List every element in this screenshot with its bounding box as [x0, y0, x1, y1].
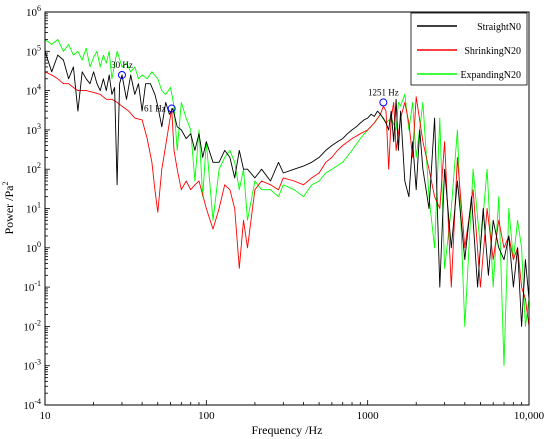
annotation-label: 30 Hz — [111, 60, 133, 70]
x-tick-label: 10,000 — [514, 410, 545, 422]
legend-label: ShrinkingN20 — [464, 46, 521, 57]
y-tick-exponent: -1 — [34, 279, 41, 288]
legend: StraightN0 ShrinkingN20 ExpandingN20 — [410, 12, 528, 86]
y-tick-label: 10-1 — [23, 279, 41, 294]
y-tick-base: 10 — [26, 204, 38, 216]
legend-label: ExpandingN20 — [460, 70, 521, 81]
y-tick-exponent: 5 — [37, 43, 41, 52]
y-tick-base: 10 — [26, 164, 38, 176]
x-tick-label: 100 — [198, 410, 215, 422]
annotation-marker — [167, 104, 176, 113]
y-tick-exponent: 1 — [37, 201, 41, 210]
annotation-label: 61 Hz — [144, 104, 166, 114]
y-axis-label: Power /Pa2 — [1, 182, 16, 235]
y-axis-label-text: Power /Pa — [2, 185, 16, 235]
y-tick-exponent: 2 — [37, 161, 41, 170]
y-tick-exponent: 0 — [37, 240, 41, 249]
y-tick-base: 10 — [26, 46, 38, 58]
y-tick-exponent: 4 — [37, 83, 41, 92]
annotation-marker — [117, 70, 126, 79]
legend-box — [410, 12, 528, 86]
legend-label: StraightN0 — [477, 22, 521, 33]
x-axis-label: Frequency /Hz — [252, 423, 323, 437]
y-tick-exponent: 3 — [37, 122, 41, 131]
y-tick-base: 10 — [23, 282, 35, 294]
y-tick-base: 10 — [26, 243, 38, 255]
x-tick-label: 10 — [40, 410, 52, 422]
x-tick-label: 1000 — [357, 410, 380, 422]
y-tick-label: 10-3 — [23, 358, 41, 373]
annotation-marker — [379, 98, 388, 107]
y-tick-exponent: -4 — [34, 397, 41, 406]
legend-entry-expandingn20: ExpandingN20 — [417, 70, 521, 81]
series-line-shrinkingn20 — [44, 71, 530, 327]
y-tick-label: 103 — [26, 122, 41, 137]
annotation-layer: 30 Hz 61 Hz 1251 Hz — [111, 60, 399, 114]
annotation-label: 1251 Hz — [368, 87, 399, 97]
x-axis-ticks: 10 100 1000 10,000 — [40, 400, 545, 422]
y-tick-label: 10-2 — [23, 318, 41, 333]
y-tick-label: 106 — [26, 4, 41, 19]
y-tick-label: 101 — [26, 201, 41, 216]
y-tick-exponent: -3 — [34, 358, 41, 367]
y-tick-label: 100 — [26, 240, 41, 255]
y-tick-label: 10-4 — [23, 397, 41, 412]
y-tick-label: 102 — [26, 161, 41, 176]
y-tick-base: 10 — [26, 86, 38, 98]
y-tick-label: 105 — [26, 43, 41, 58]
y-tick-base: 10 — [23, 321, 35, 333]
y-tick-exponent: 6 — [37, 4, 41, 13]
y-tick-base: 10 — [23, 361, 35, 373]
y-tick-base: 10 — [26, 7, 38, 19]
legend-entry-shrinkingn20: ShrinkingN20 — [417, 46, 521, 57]
y-tick-label: 104 — [26, 83, 41, 98]
legend-entry-straightn0: StraightN0 — [417, 22, 521, 33]
series-line-straightn0 — [44, 51, 530, 327]
y-tick-exponent: -2 — [34, 318, 41, 327]
y-axis-label-exponent: 2 — [1, 182, 10, 186]
y-tick-base: 10 — [23, 400, 35, 412]
y-tick-base: 10 — [26, 125, 38, 137]
series-layer — [44, 39, 530, 367]
